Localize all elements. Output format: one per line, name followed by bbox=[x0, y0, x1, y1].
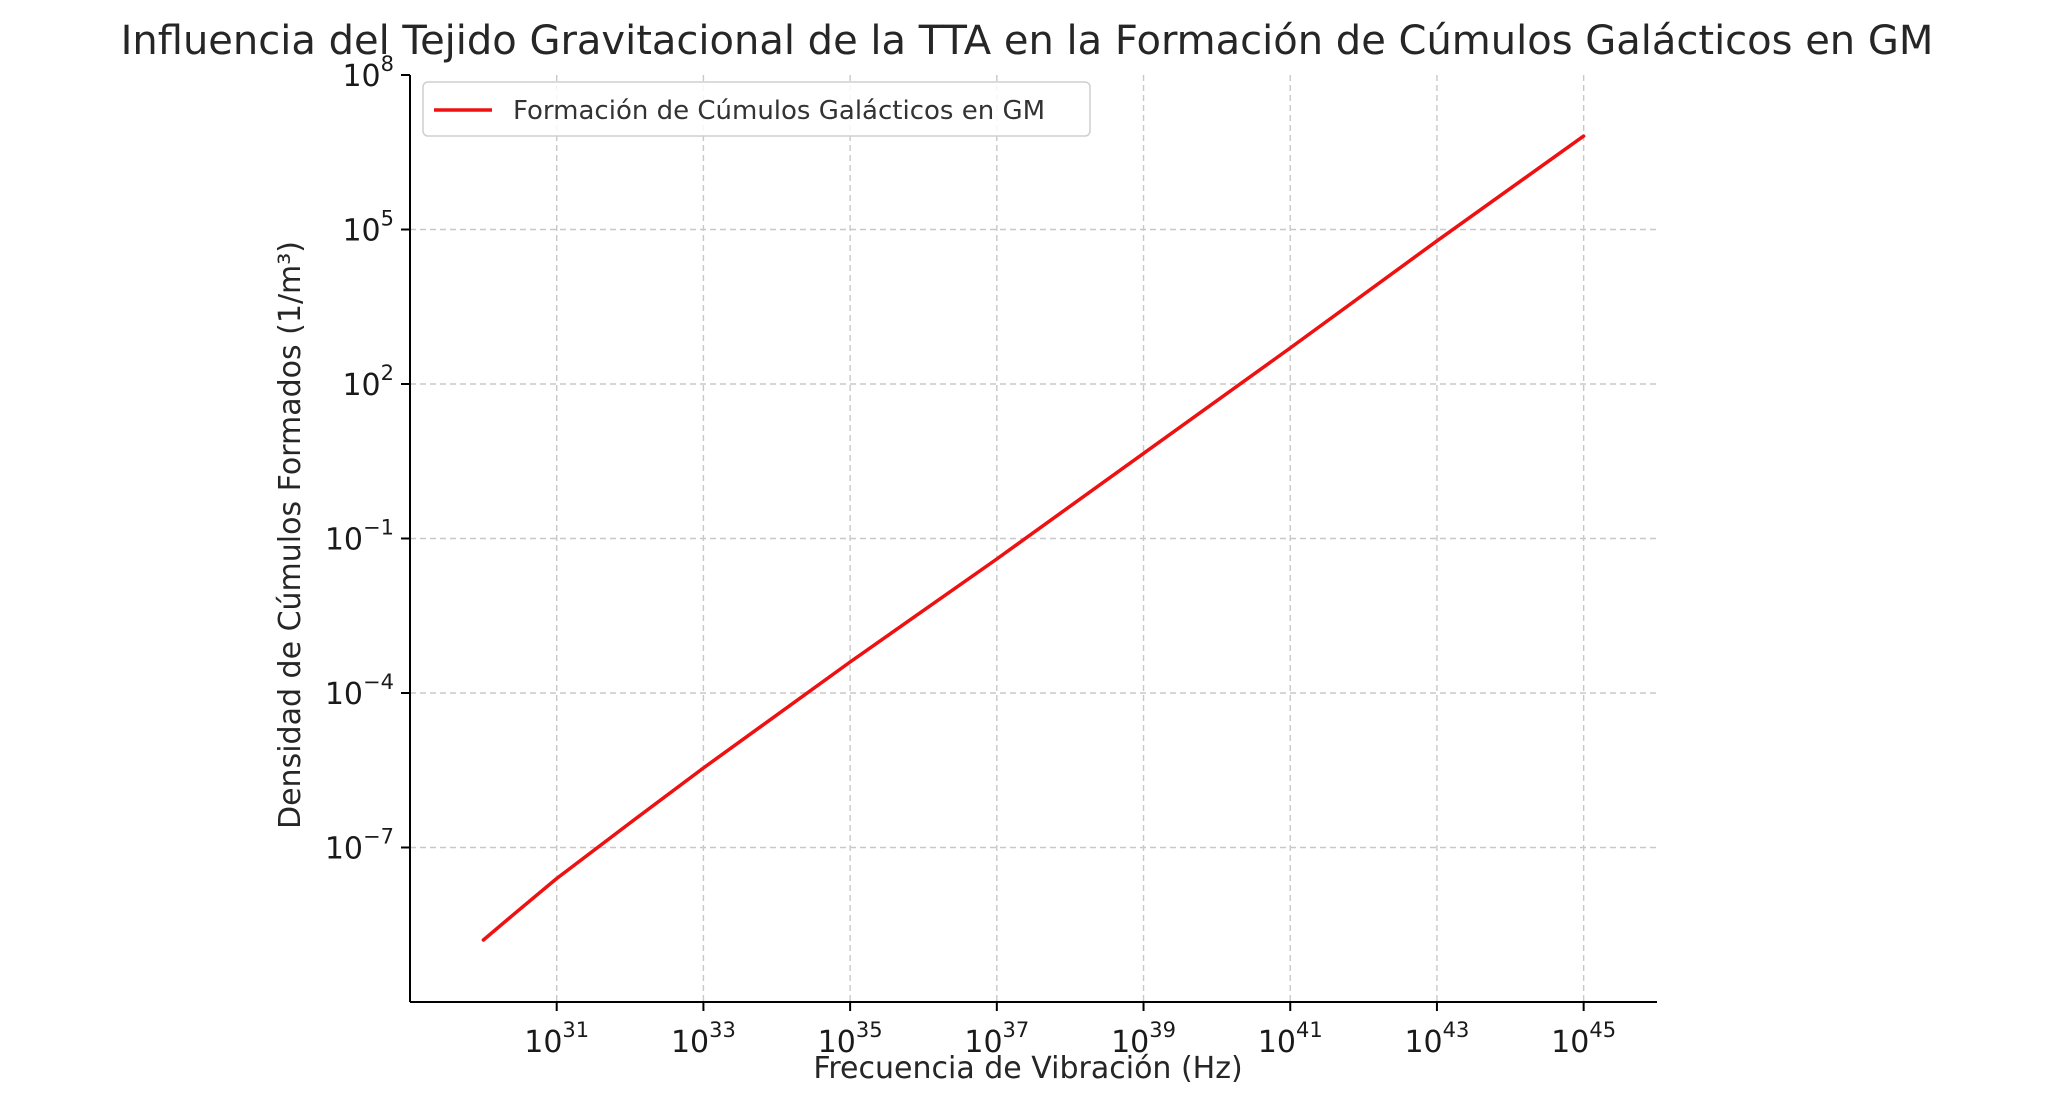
x-tick-label: 1031 bbox=[524, 1018, 589, 1060]
y-tick-exponent: 5 bbox=[381, 207, 394, 231]
x-tick-base: 10 bbox=[671, 1025, 709, 1060]
x-tick-label: 1033 bbox=[671, 1018, 736, 1060]
x-tick-exponent: 45 bbox=[1589, 1018, 1616, 1042]
x-tick-exponent: 41 bbox=[1296, 1018, 1323, 1042]
legend-label: Formación de Cúmulos Galácticos en GM bbox=[513, 96, 1045, 126]
y-tick-label: 10−1 bbox=[325, 516, 394, 558]
x-tick-base: 10 bbox=[818, 1025, 856, 1060]
y-tick-exponent: 8 bbox=[381, 52, 394, 76]
x-tick-exponent: 37 bbox=[1003, 1018, 1030, 1042]
y-tick-label: 10−7 bbox=[325, 825, 394, 867]
series-layer bbox=[481, 134, 1586, 942]
y-tick-label: 105 bbox=[342, 207, 394, 249]
x-tick-base: 10 bbox=[964, 1025, 1002, 1060]
x-tick-label: 1037 bbox=[964, 1018, 1029, 1060]
x-tick-exponent: 31 bbox=[562, 1018, 589, 1042]
y-tick-base: 10 bbox=[325, 523, 363, 558]
y-tick-base: 10 bbox=[342, 214, 380, 249]
x-tick-exponent: 43 bbox=[1443, 1018, 1470, 1042]
x-tick-exponent: 39 bbox=[1149, 1018, 1176, 1042]
x-tick-label: 1045 bbox=[1551, 1018, 1616, 1060]
y-axis-label: Densidad de Cúmulos Formados (1/m³) bbox=[273, 241, 308, 829]
x-axis-label: Frecuencia de Vibración (Hz) bbox=[813, 1051, 1242, 1086]
x-tick-label: 1039 bbox=[1111, 1018, 1176, 1060]
axes bbox=[401, 74, 1657, 1011]
x-tick-label: 1043 bbox=[1404, 1018, 1469, 1060]
series-line bbox=[481, 134, 1586, 942]
y-tick-base: 10 bbox=[325, 677, 363, 712]
x-tick-label: 1035 bbox=[818, 1018, 883, 1060]
x-tick-base: 10 bbox=[1551, 1025, 1589, 1060]
y-tick-exponent: −1 bbox=[363, 516, 394, 540]
y-tick-label: 108 bbox=[342, 52, 394, 94]
x-tick-exponent: 33 bbox=[709, 1018, 736, 1042]
tick-labels: 1031 1033 1035 1037 1039 1041 1043 104510−710−4… bbox=[325, 52, 1616, 1060]
y-tick-exponent: 2 bbox=[381, 361, 394, 385]
y-tick-exponent: −4 bbox=[363, 670, 394, 694]
legend: Formación de Cúmulos Galácticos en GM bbox=[422, 81, 1091, 137]
x-tick-base: 10 bbox=[1404, 1025, 1442, 1060]
legend-frame bbox=[422, 81, 1091, 137]
y-tick-label: 102 bbox=[342, 361, 394, 403]
chart-title: Influencia del Tejido Gravitacional de l… bbox=[121, 18, 1934, 64]
grid bbox=[410, 75, 1657, 1002]
x-tick-label: 1041 bbox=[1258, 1018, 1323, 1060]
x-tick-base: 10 bbox=[524, 1025, 562, 1060]
y-tick-base: 10 bbox=[325, 832, 363, 867]
x-tick-base: 10 bbox=[1258, 1025, 1296, 1060]
y-tick-label: 10−4 bbox=[325, 670, 394, 712]
y-tick-base: 10 bbox=[342, 368, 380, 403]
y-tick-base: 10 bbox=[342, 59, 380, 94]
x-tick-base: 10 bbox=[1111, 1025, 1149, 1060]
y-tick-exponent: −7 bbox=[363, 825, 394, 849]
x-tick-exponent: 35 bbox=[856, 1018, 883, 1042]
